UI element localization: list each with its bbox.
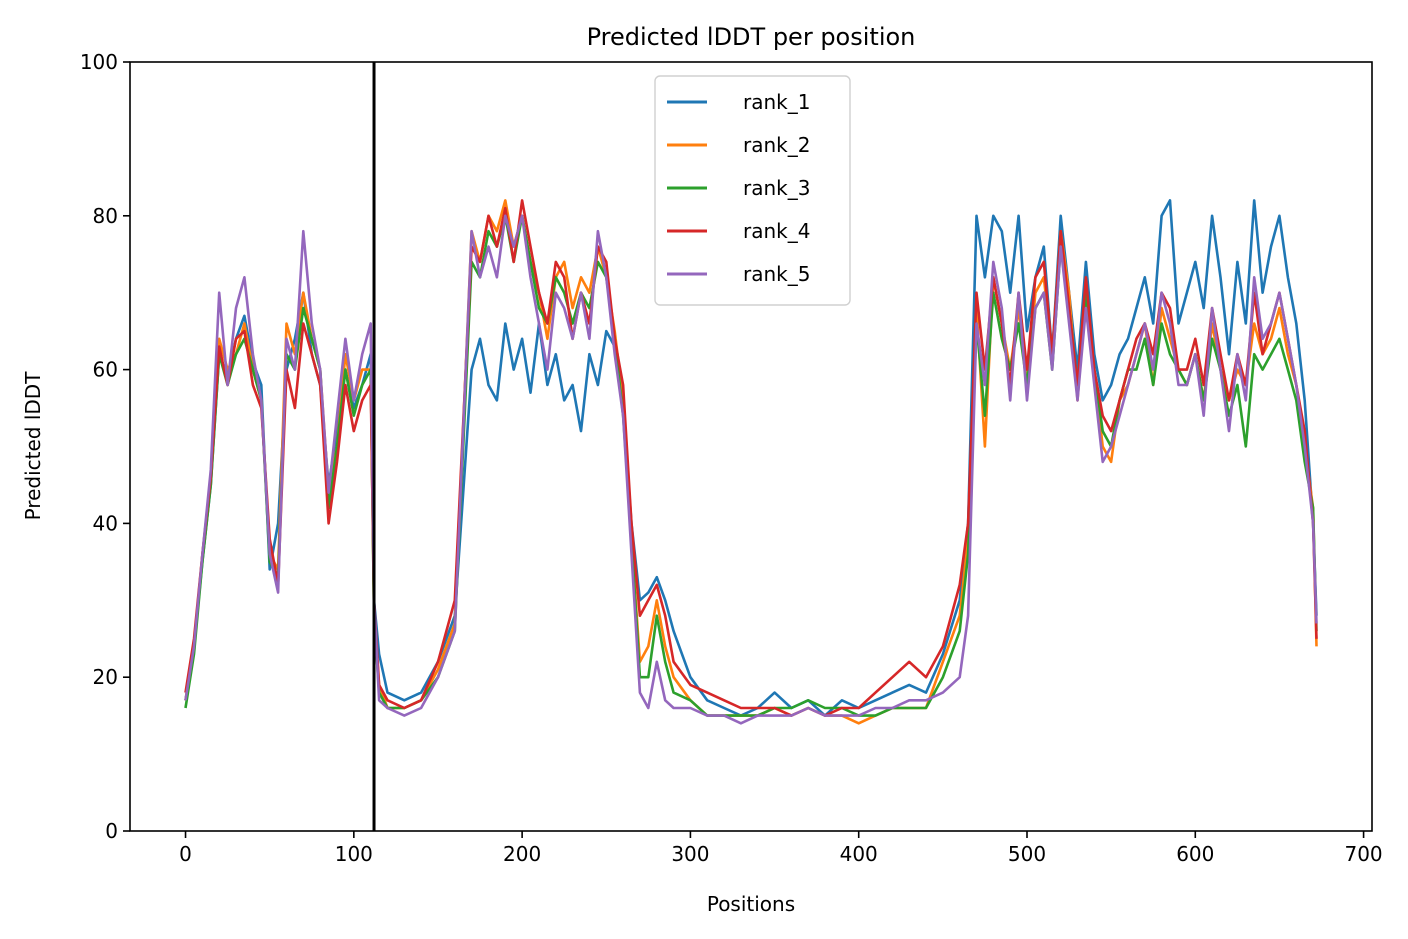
chart-title: Predicted lDDT per position <box>587 23 916 51</box>
legend-label-rank_5: rank_5 <box>743 262 810 286</box>
series-line-rank_5 <box>184 214 1318 725</box>
x-tick-label: 600 <box>1176 842 1214 866</box>
legend-label-rank_2: rank_2 <box>743 133 810 157</box>
x-axis-ticks: 0 100 200 300 400 500 600 700 <box>179 831 1383 866</box>
legend-box <box>654 75 851 306</box>
x-tick-label: 400 <box>840 842 878 866</box>
y-axis-ticks: 0 20 40 60 80 100 <box>80 50 130 843</box>
x-tick-label: 300 <box>671 842 709 866</box>
legend-label-rank_4: rank_4 <box>743 219 810 243</box>
x-axis-label: Positions <box>707 892 795 916</box>
legend-label-rank_1: rank_1 <box>743 90 810 114</box>
plot-lines <box>184 62 1318 831</box>
y-tick-label: 20 <box>93 665 118 689</box>
y-tick-label: 60 <box>93 358 118 382</box>
x-tick-label: 200 <box>503 842 541 866</box>
legend-label-rank_3: rank_3 <box>743 176 810 200</box>
x-tick-label: 100 <box>335 842 373 866</box>
y-tick-label: 100 <box>80 50 118 74</box>
plot-frame <box>129 61 1373 832</box>
x-tick-label: 500 <box>1008 842 1046 866</box>
x-tick-label: 700 <box>1344 842 1382 866</box>
y-tick-label: 0 <box>105 819 118 843</box>
legend: rank_1 rank_2 rank_3 rank_4 rank_5 <box>654 75 851 306</box>
y-axis-label: Predicted lDDT <box>21 371 45 521</box>
y-tick-label: 80 <box>93 204 118 228</box>
y-tick-label: 40 <box>93 511 118 535</box>
x-tick-label: 0 <box>179 842 192 866</box>
